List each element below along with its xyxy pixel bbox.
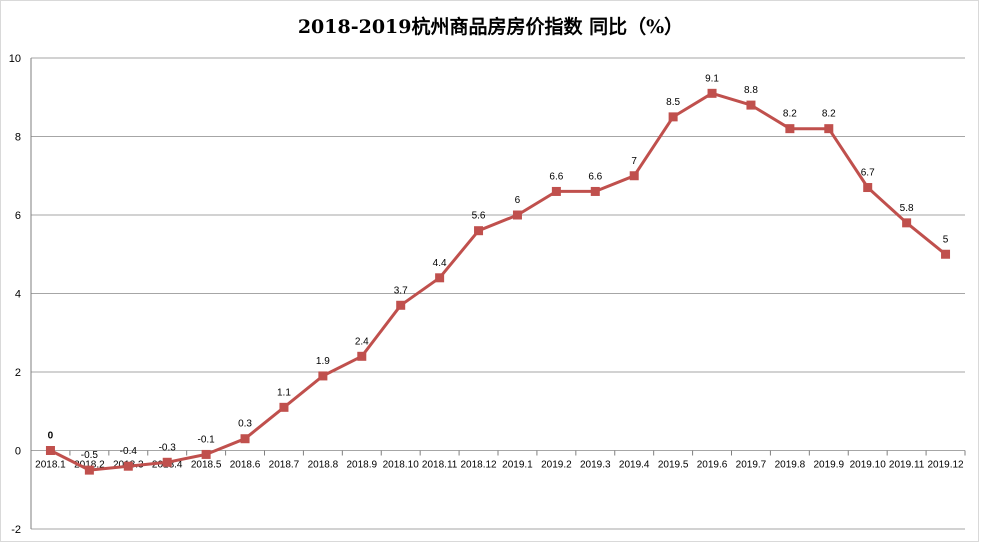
x-tick-label: 2018.2 bbox=[74, 460, 105, 471]
data-label: 3.7 bbox=[394, 285, 408, 296]
x-tick-label: 2018.1 bbox=[35, 460, 66, 471]
data-point-marker bbox=[629, 171, 639, 181]
data-point-marker bbox=[123, 461, 133, 471]
data-point-marker bbox=[474, 226, 484, 236]
data-label: 5.8 bbox=[900, 203, 914, 214]
chart-title: 2018-2019杭州商品房房价指数 同比（%） bbox=[297, 16, 684, 38]
data-point-marker bbox=[512, 210, 522, 220]
x-tick-label: 2019.4 bbox=[619, 460, 650, 471]
data-label: 6.7 bbox=[861, 168, 875, 179]
data-label: 1.9 bbox=[316, 356, 330, 367]
data-label: 8.5 bbox=[666, 97, 680, 108]
data-point-marker bbox=[279, 402, 289, 412]
data-point-marker bbox=[357, 351, 367, 361]
data-label: -0.3 bbox=[159, 442, 177, 453]
x-tick-label: 2019.9 bbox=[813, 460, 844, 471]
data-label: -0.1 bbox=[198, 434, 216, 445]
gridlines bbox=[31, 57, 965, 530]
x-tick-label: 2018.6 bbox=[230, 460, 261, 471]
y-tick-label: 6 bbox=[15, 210, 21, 222]
x-tick-label: 2018.8 bbox=[308, 460, 339, 471]
data-label: 8.8 bbox=[744, 85, 758, 96]
x-tick-label: 2019.6 bbox=[697, 460, 728, 471]
data-labels: 0 -0.5 -0.4 -0.3 -0.1 0.3 1.1 1.9 2.4 3.7 4.4 5.6 6 6… bbox=[48, 73, 949, 461]
data-label: 7 bbox=[631, 156, 637, 167]
x-tick-label: 2018.11 bbox=[422, 460, 458, 471]
data-point-marker bbox=[785, 124, 795, 134]
y-tick-label: 8 bbox=[15, 132, 21, 144]
data-label: -0.4 bbox=[120, 446, 138, 457]
data-series bbox=[45, 88, 951, 475]
x-tick-label: 2019.12 bbox=[927, 460, 964, 471]
data-label: 0.3 bbox=[238, 419, 252, 430]
x-tick-label: 2018.10 bbox=[383, 460, 420, 471]
data-point-marker bbox=[84, 465, 94, 475]
data-label: 6.6 bbox=[549, 171, 563, 182]
x-tick-label: 2019.2 bbox=[541, 460, 572, 471]
x-tick-label: 2019.8 bbox=[775, 460, 806, 471]
data-label: 1.1 bbox=[277, 387, 291, 398]
y-tick-labels: -2 0 2 4 6 8 10 bbox=[9, 53, 21, 536]
data-label: 8.2 bbox=[822, 109, 836, 120]
data-point-marker bbox=[162, 457, 172, 467]
data-label: 5 bbox=[943, 234, 949, 245]
x-tick-label: 2019.10 bbox=[850, 460, 887, 471]
x-tick-labels: 2018.12018.22018.32018.42018.52018.62018… bbox=[35, 460, 964, 471]
data-point-marker bbox=[45, 446, 55, 455]
data-label: -0.5 bbox=[81, 450, 99, 461]
x-tick-label: 2018.5 bbox=[191, 460, 222, 471]
x-tick-label: 2018.12 bbox=[460, 460, 497, 471]
data-point-marker bbox=[201, 449, 211, 459]
data-label: 6.6 bbox=[588, 171, 602, 182]
data-point-marker bbox=[318, 371, 328, 381]
x-tick-label: 2019.7 bbox=[736, 460, 767, 471]
data-label: 8.2 bbox=[783, 109, 797, 120]
data-point-marker bbox=[707, 88, 717, 98]
data-label: 9.1 bbox=[705, 73, 719, 84]
data-point-marker bbox=[396, 300, 406, 310]
data-point-marker bbox=[746, 100, 756, 110]
data-label: 6 bbox=[515, 195, 521, 206]
y-tick-label: 0 bbox=[15, 446, 21, 458]
data-point-marker bbox=[435, 273, 445, 283]
x-tick-label: 2019.5 bbox=[658, 460, 689, 471]
y-tick-label: -2 bbox=[11, 524, 21, 536]
data-label: 5.6 bbox=[472, 211, 486, 222]
data-point-marker bbox=[240, 434, 250, 444]
data-label: 2.4 bbox=[355, 336, 369, 347]
y-tick-label: 2 bbox=[15, 367, 21, 379]
x-tick-label: 2019.1 bbox=[502, 460, 533, 471]
y-tick-label: 10 bbox=[9, 53, 21, 65]
data-point-marker bbox=[902, 218, 912, 228]
data-point-marker bbox=[551, 186, 561, 196]
data-point-marker bbox=[824, 124, 834, 134]
data-label: 4.4 bbox=[433, 258, 447, 269]
series-line bbox=[49, 91, 947, 472]
data-label: 0 bbox=[48, 431, 54, 442]
data-point-marker bbox=[863, 183, 873, 193]
x-tick-label: 2018.7 bbox=[269, 460, 300, 471]
x-tick-label: 2019.11 bbox=[889, 460, 925, 471]
x-tick-label: 2019.3 bbox=[580, 460, 611, 471]
axes bbox=[30, 58, 966, 529]
data-point-marker bbox=[941, 249, 951, 259]
y-tick-label: 4 bbox=[15, 289, 21, 301]
data-point-marker bbox=[668, 112, 678, 122]
data-point-marker bbox=[590, 186, 600, 196]
x-tick-label: 2018.9 bbox=[346, 460, 377, 471]
